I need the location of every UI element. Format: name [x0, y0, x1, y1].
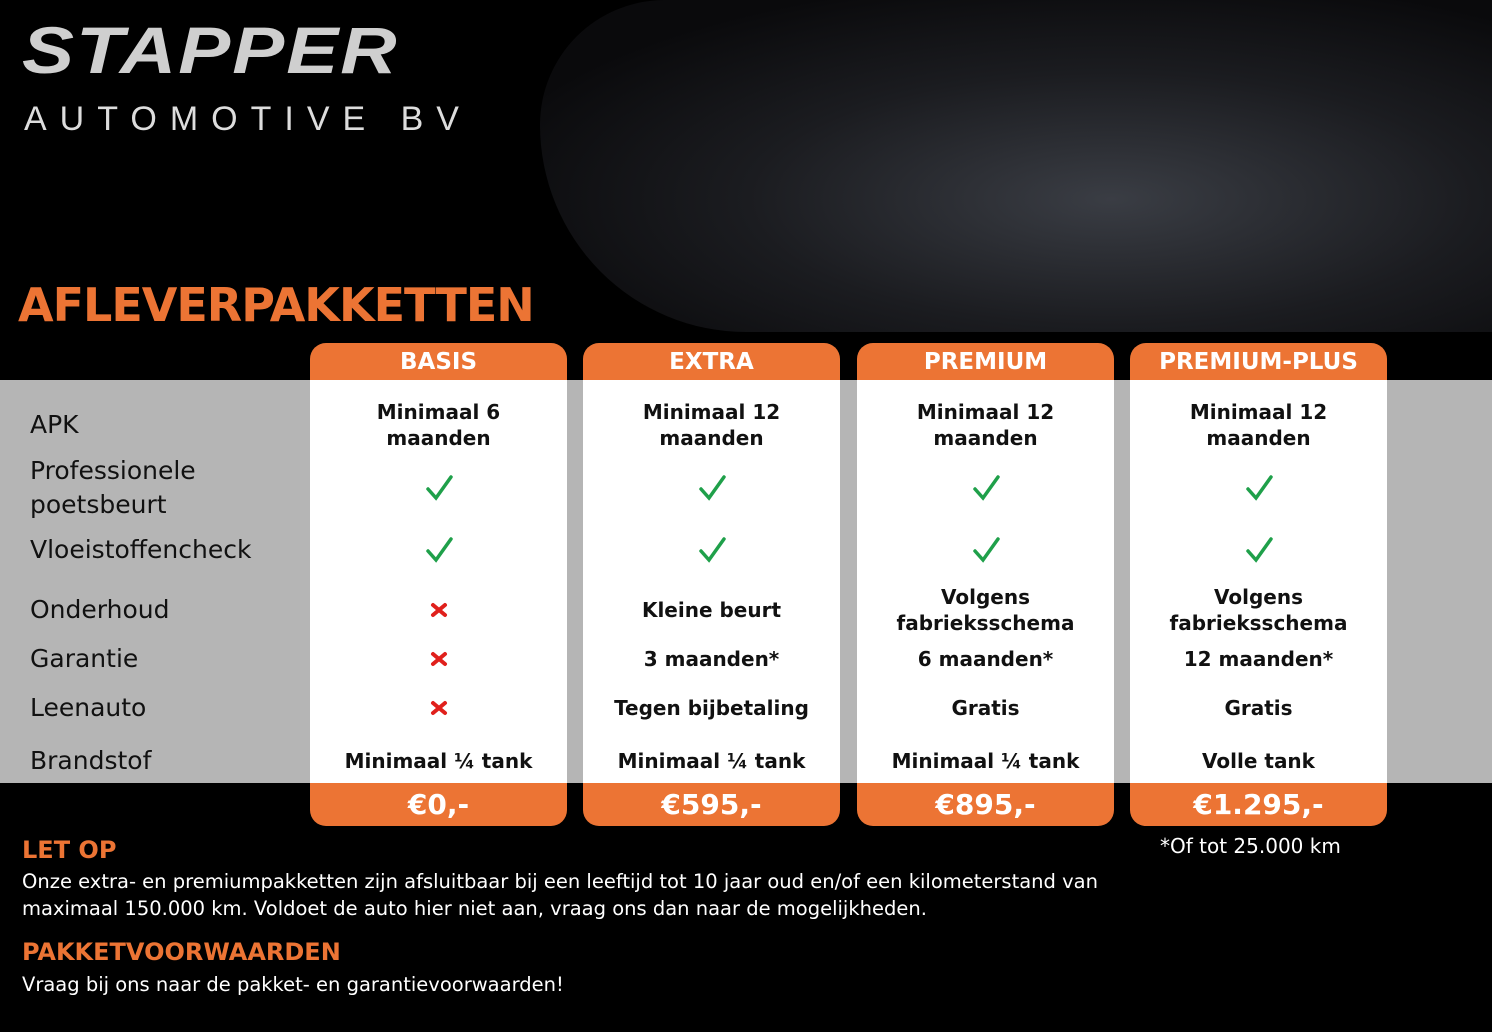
cross-icon [430, 701, 447, 715]
cell [310, 584, 567, 636]
cell [310, 455, 567, 520]
cell-text: Volgens fabrieksschema [1169, 585, 1348, 635]
cell [310, 685, 567, 731]
note-heading: LET OP [22, 836, 117, 864]
cell: Minimaal 12 maanden [857, 395, 1114, 455]
cell-text: Minimaal 6 maanden [376, 400, 501, 450]
check-icon [972, 474, 1000, 501]
cell [857, 455, 1114, 520]
cell: Minimaal ¼ tank [583, 738, 840, 784]
cell-text: Tegen bijbetaling [614, 696, 809, 720]
row-label: Onderhoud [30, 595, 170, 624]
cell [1130, 455, 1387, 520]
check-icon [425, 537, 453, 563]
cell-text: Gratis [951, 696, 1020, 720]
row-label: Professionele poetsbeurt [30, 455, 196, 519]
row-label: Brandstof [30, 746, 152, 775]
package-card [1130, 380, 1387, 783]
cell: Minimaal 6 maanden [310, 395, 567, 455]
cell-text: Volle tank [1202, 749, 1315, 773]
cell-text: Minimaal 12 maanden [916, 400, 1055, 450]
package-price: €1.295,- [1130, 783, 1387, 826]
cell [583, 455, 840, 520]
cell-text: 6 maanden* [917, 647, 1054, 671]
cell [1130, 520, 1387, 580]
logo-subtitle: AUTOMOTIVE BV [24, 100, 472, 138]
check-icon [698, 537, 726, 563]
cell [583, 520, 840, 580]
check-icon [972, 537, 1000, 563]
cell: Volgens fabrieksschema [857, 584, 1114, 636]
cell: Gratis [857, 685, 1114, 731]
cell: Minimaal ¼ tank [857, 738, 1114, 784]
cell-text: Minimaal 12 maanden [642, 400, 781, 450]
cell: Volgens fabrieksschema [1130, 584, 1387, 636]
cell-text: Volgens fabrieksschema [896, 585, 1075, 635]
cross-icon [430, 652, 447, 666]
cell: 3 maanden* [583, 638, 840, 680]
package-name: EXTRA [583, 343, 840, 380]
cell: Minimaal 12 maanden [583, 395, 840, 455]
package-card [310, 380, 567, 783]
cell-text: Minimaal 12 maanden [1189, 400, 1328, 450]
cell-text: Kleine beurt [641, 598, 782, 622]
package-price: €0,- [310, 783, 567, 826]
cell-text: Minimaal ¼ tank [617, 749, 806, 773]
check-icon [1245, 474, 1273, 501]
row-label: Leenauto [30, 693, 147, 722]
car-photo [540, 0, 1492, 332]
cell-text: Gratis [1224, 696, 1293, 720]
cell: Tegen bijbetaling [583, 685, 840, 731]
cell-text: Minimaal ¼ tank [891, 749, 1080, 773]
cross-icon [430, 603, 447, 617]
check-icon [1245, 537, 1273, 563]
cell: Minimaal ¼ tank [310, 738, 567, 784]
title: AFLEVERPAKKETTEN [18, 278, 535, 332]
cell-text: Minimaal ¼ tank [344, 749, 533, 773]
footnote: *Of tot 25.000 km [1160, 834, 1341, 858]
row-label: Garantie [30, 644, 139, 673]
note-heading: PAKKETVOORWAARDEN [22, 938, 341, 966]
cell: Gratis [1130, 685, 1387, 731]
cell: 6 maanden* [857, 638, 1114, 680]
package-name: PREMIUM [857, 343, 1114, 380]
cell [310, 520, 567, 580]
note-text: Vraag bij ons naar de pakket- en garanti… [22, 973, 564, 996]
logo-name: STAPPER [22, 12, 399, 88]
cell-text: 3 maanden* [643, 647, 780, 671]
cell: 12 maanden* [1130, 638, 1387, 680]
cell: Kleine beurt [583, 584, 840, 636]
note-text: Onze extra- en premiumpakketten zijn afs… [22, 870, 1098, 920]
row-label: APK [30, 410, 79, 439]
package-price: €895,- [857, 783, 1114, 826]
cell: Volle tank [1130, 738, 1387, 784]
package-name: BASIS [310, 343, 567, 380]
package-card [583, 380, 840, 783]
check-icon [425, 474, 453, 501]
cell: Minimaal 12 maanden [1130, 395, 1387, 455]
package-card [857, 380, 1114, 783]
package-price: €595,- [583, 783, 840, 826]
package-name: PREMIUM-PLUS [1130, 343, 1387, 380]
cell-text: 12 maanden* [1183, 647, 1334, 671]
row-label: Vloeistoffencheck [30, 535, 252, 564]
cell [857, 520, 1114, 580]
cell [310, 638, 567, 680]
check-icon [698, 474, 726, 501]
